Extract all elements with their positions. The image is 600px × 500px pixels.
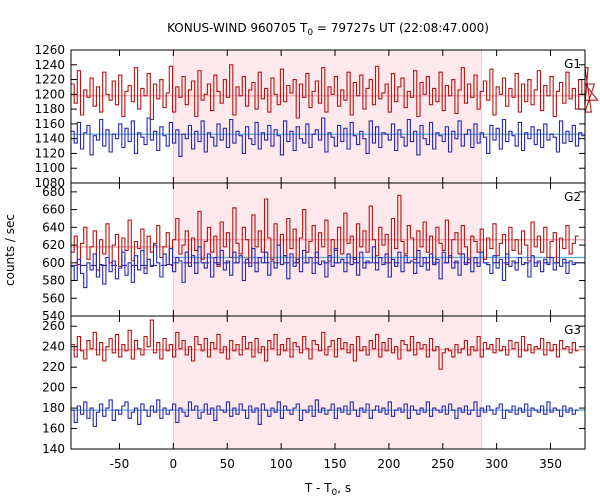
y-tick-label: 260: [42, 319, 65, 333]
upper-series-line: [71, 319, 579, 370]
y-tick-label: 140: [42, 442, 65, 456]
x-tick-label: 350: [539, 457, 562, 471]
y-tick-label: 1240: [34, 58, 65, 72]
y-tick-label: 1180: [34, 102, 65, 116]
y-tick-label: 1160: [34, 117, 65, 131]
x-tick-label: 250: [431, 457, 454, 471]
panel-g1: 1080110011201140116011801200122012401260…: [34, 43, 599, 190]
y-tick-label: 1200: [34, 87, 65, 101]
panel-label: G2: [564, 190, 581, 204]
y-tick-label: 1140: [34, 132, 65, 146]
y-tick-label: 1080: [34, 176, 65, 190]
panel-g2: 540 560 580 600 620 640 660 680 G2: [42, 182, 586, 323]
y-tick-label: 220: [42, 360, 65, 374]
y-tick-label: 640: [42, 220, 65, 234]
y-tick-label: 620: [42, 238, 65, 252]
y-tick-label: 600: [42, 256, 65, 270]
x-tick-label: 150: [324, 457, 347, 471]
lower-series-line: [71, 117, 585, 157]
chart-panels: 1080110011201140116011801200122012401260…: [34, 43, 599, 471]
y-tick-label: 540: [42, 309, 65, 323]
panel-label: G3: [564, 323, 581, 337]
lower-series-line: [71, 244, 579, 289]
panel-label: G1: [564, 57, 581, 71]
lower-series-line: [71, 399, 579, 428]
x-axis-title: T - T0, s: [304, 481, 351, 498]
panel-g3: 140 160 180 200 220 240 260 G3 -50 0 50 100 150 200 25…: [42, 315, 586, 471]
y-tick-label: 1120: [34, 146, 65, 160]
y-tick-label: 240: [42, 340, 65, 354]
y-tick-label: 560: [42, 291, 65, 305]
y-tick-label: 1220: [34, 73, 65, 87]
x-tick-label: 50: [220, 457, 235, 471]
highlight-interval: [173, 50, 482, 183]
upper-series-line: [71, 194, 579, 271]
y-tick-label: 160: [42, 422, 65, 436]
x-tick-label: 100: [270, 457, 293, 471]
panel-frame: [70, 315, 586, 450]
y-tick-label: 580: [42, 274, 65, 288]
y-tick-label: 1260: [34, 43, 65, 57]
x-tick-label: 200: [377, 457, 400, 471]
x-tick-label: 0: [170, 457, 178, 471]
y-tick-label: 1100: [34, 161, 65, 175]
x-tick-label: -50: [110, 457, 130, 471]
y-tick-label: 200: [42, 381, 65, 395]
y-tick-label: 180: [42, 401, 65, 415]
y-tick-label: 680: [42, 185, 65, 199]
upper-series-line: [71, 64, 599, 121]
chart-title: KONUS-WIND 960705 T0 = 79727s UT (22:08:…: [167, 21, 489, 38]
y-axis-title: counts / sec: [3, 214, 17, 286]
x-tick-label: 300: [485, 457, 508, 471]
y-tick-label: 660: [42, 203, 65, 217]
